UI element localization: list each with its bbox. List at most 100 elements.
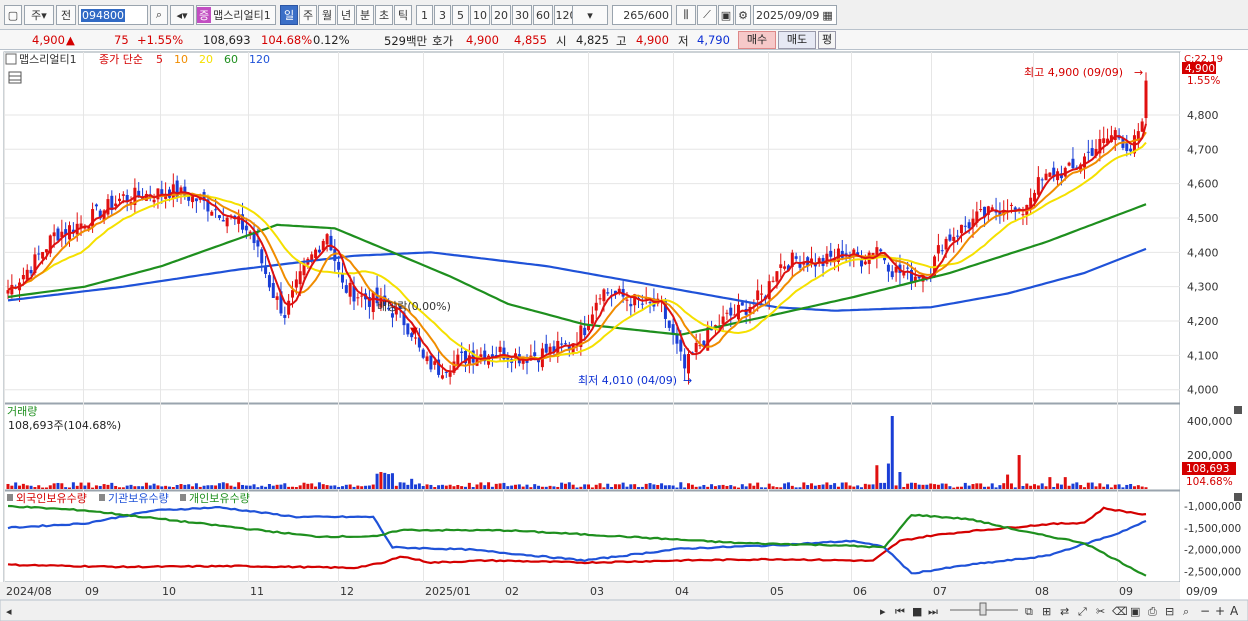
zoom-out-icon[interactable]: −	[1200, 604, 1210, 618]
print-icon[interactable]: ⎙	[1148, 605, 1157, 618]
ma10-line	[7, 131, 1147, 367]
type-select[interactable]: 주 ▾	[24, 5, 54, 25]
cut-icon[interactable]: ✂	[1096, 605, 1105, 618]
ma-legend-item[interactable]: 60	[224, 53, 238, 66]
date-input[interactable]: 2025/09/09 ▦	[753, 5, 837, 25]
speaker-icon[interactable]: ◂▾	[170, 5, 194, 25]
interval-button[interactable]: 10	[470, 5, 490, 25]
holdings-legend-item[interactable]: 기관보유수량	[108, 492, 169, 505]
zoom-in-icon[interactable]: +	[1215, 604, 1225, 618]
volume-bar	[606, 483, 610, 489]
interval-button[interactable]: 30	[512, 5, 532, 25]
window-menu-icon[interactable]: ▢	[4, 5, 22, 25]
ma-legend-item[interactable]: 120	[249, 53, 270, 66]
rewind-icon[interactable]: ⏮	[895, 605, 905, 618]
snapshot-icon[interactable]: ▣	[1130, 605, 1140, 618]
holdings-panel-maximize-icon[interactable]	[1234, 493, 1242, 501]
candle-body	[694, 342, 698, 353]
holdings-legend-item[interactable]: 외국인보유수량	[16, 492, 87, 505]
ma60-line	[7, 203, 1147, 336]
period-tab[interactable]: 년	[337, 5, 355, 25]
candle-body	[1013, 207, 1017, 212]
prev-button[interactable]: 전	[56, 5, 76, 25]
holdings-panel[interactable]	[3, 490, 1181, 583]
volume-bar	[779, 487, 783, 489]
volume-panel[interactable]	[3, 403, 1181, 491]
compare-icon[interactable]: ⇄	[1060, 605, 1069, 618]
legend-marker-icon	[5, 53, 17, 65]
period-tab[interactable]: 주	[299, 5, 317, 25]
holdings-legend-item[interactable]: 개인보유수량	[189, 492, 250, 505]
volume-panel-maximize-icon[interactable]	[1234, 406, 1242, 414]
chart-scrollbar-bar[interactable]	[0, 599, 1248, 621]
candle-body	[1082, 156, 1086, 168]
auto-scale-icon[interactable]: A	[1230, 604, 1239, 618]
period-tab[interactable]: 분	[356, 5, 374, 25]
period-tab[interactable]: 초	[375, 5, 393, 25]
save-icon[interactable]: ▣	[718, 5, 734, 25]
candle-body	[686, 353, 690, 374]
interval-button[interactable]: 1	[416, 5, 433, 25]
stop-icon[interactable]: ■	[912, 605, 922, 618]
calendar-icon[interactable]: ▦	[822, 8, 833, 22]
average-button[interactable]: 평	[818, 31, 836, 49]
price-panel[interactable]	[3, 51, 1181, 404]
ma-legend-item[interactable]: 20	[199, 53, 213, 66]
volume-bar	[398, 482, 402, 489]
ma-legend-item[interactable]: 5	[156, 53, 163, 66]
interval-button[interactable]: 5	[452, 5, 469, 25]
volume-bar	[613, 484, 617, 489]
stock-chart[interactable]: 맵스리얼티1 종가 단순 5 10 20 60 120 최고 4,900 (09/09)…	[0, 50, 1248, 621]
ma-legend-item[interactable]: 10	[174, 53, 188, 66]
scroll-left-icon[interactable]: ◂	[6, 605, 12, 618]
volume-bar	[813, 485, 817, 489]
interval-dropdown[interactable]: ▾	[572, 5, 608, 25]
volume-bar	[637, 487, 641, 489]
volume-bar	[225, 483, 229, 489]
volume-bar	[440, 484, 444, 489]
zoom-slider-handle[interactable]	[979, 602, 987, 616]
candle-body	[10, 284, 14, 295]
sell-button[interactable]: 매도	[778, 31, 816, 49]
volume-bar	[244, 485, 248, 489]
count-input[interactable]: 265/600	[612, 5, 672, 25]
interval-button[interactable]: 3	[434, 5, 451, 25]
volume-bar	[690, 484, 694, 489]
interval-button[interactable]: 60	[533, 5, 553, 25]
stock-code-input[interactable]: 094800	[78, 5, 148, 25]
legend-series[interactable]: 종가 단순	[99, 53, 143, 66]
volume-bar	[556, 486, 560, 489]
ask-price: 4,900	[466, 33, 499, 47]
layout-icon[interactable]: ⊞	[1042, 605, 1051, 618]
search-icon[interactable]: ⌕	[150, 5, 168, 25]
period-tab[interactable]: 월	[318, 5, 336, 25]
candle-type-icon[interactable]: ⫼	[676, 5, 696, 25]
volume-bar	[156, 485, 160, 489]
count-total: /600	[644, 8, 669, 22]
candle-body	[498, 346, 502, 353]
search-zoom-icon[interactable]: ⌕	[1183, 605, 1189, 618]
draw-tool-icon[interactable]: ⟋	[697, 5, 717, 25]
period-tab[interactable]: 일	[280, 5, 298, 25]
volume-bar	[429, 484, 433, 489]
volume-bar	[713, 486, 717, 489]
settings-gear-icon[interactable]: ⚙	[735, 5, 751, 25]
candle-body	[525, 359, 529, 363]
period-tab[interactable]: 틱	[394, 5, 412, 25]
copy-chart-icon[interactable]: ⧉	[1025, 605, 1033, 618]
forward-icon[interactable]: ⏭	[928, 605, 938, 618]
candle-body	[940, 250, 944, 252]
legend-stock-name[interactable]: 맵스리얼티1	[19, 52, 77, 66]
candle-body	[779, 264, 783, 268]
scale-icon[interactable]: ⤢	[1078, 605, 1087, 618]
fit-icon[interactable]: ⊟	[1165, 605, 1174, 618]
interval-button[interactable]: 20	[491, 5, 511, 25]
chart-grid-toggle-icon[interactable]	[8, 71, 22, 84]
scroll-right-icon[interactable]: ▸	[880, 605, 886, 618]
volume-bar	[314, 486, 318, 489]
candle-body	[252, 231, 256, 244]
erase-icon[interactable]: ⌫	[1112, 605, 1128, 618]
holdings-lines	[7, 504, 1147, 577]
buy-button[interactable]: 매수	[738, 31, 776, 49]
candle-body	[121, 194, 125, 196]
